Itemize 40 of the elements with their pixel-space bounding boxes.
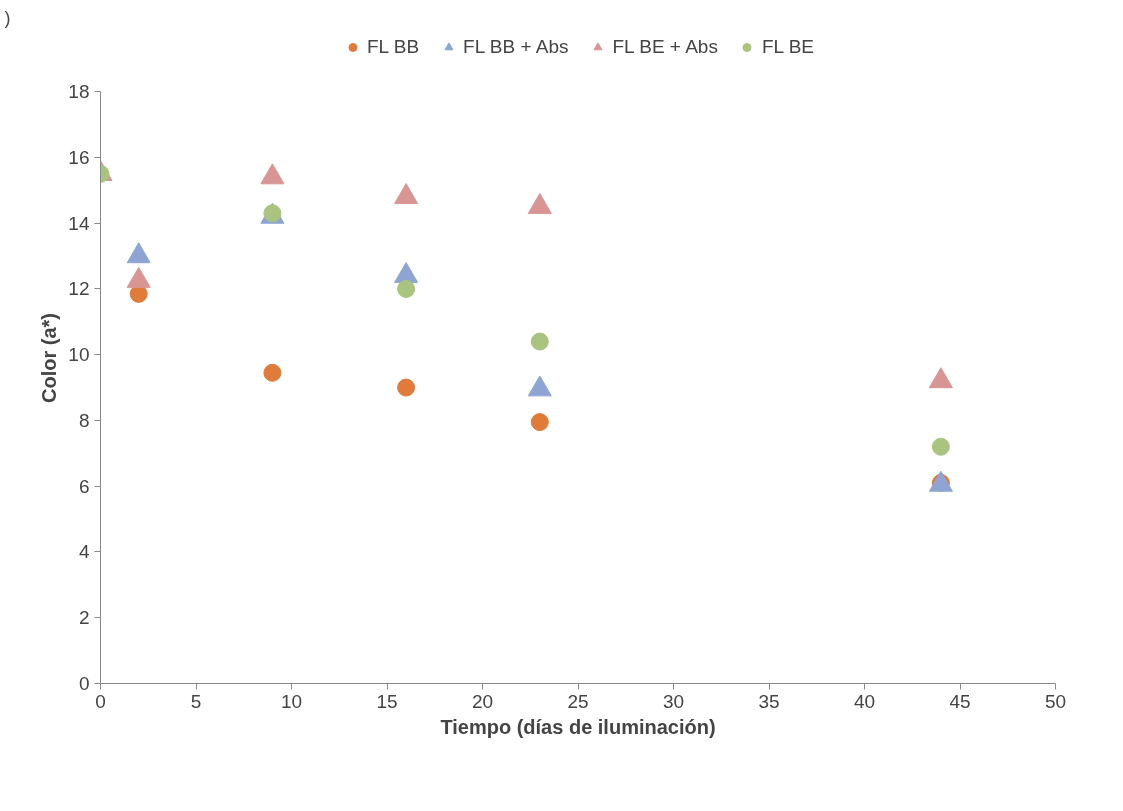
x-tick-label: 25 — [567, 690, 589, 712]
x-tick-label: 5 — [190, 690, 202, 712]
y-tick-label: 10 — [68, 344, 90, 366]
point — [931, 437, 950, 456]
y-tick-label: 16 — [68, 146, 90, 168]
text: ) — [4, 7, 11, 28]
point — [397, 279, 416, 298]
y-tick-label: 14 — [68, 212, 90, 234]
point — [530, 413, 549, 432]
y-tick-label: 12 — [68, 278, 90, 300]
legend-label: FL BB + Abs — [463, 36, 569, 58]
y-axis-title: Color (a*) — [38, 313, 61, 403]
point — [126, 266, 151, 288]
x-tick-label: 15 — [376, 690, 398, 712]
x-tick-label: 0 — [95, 690, 106, 712]
point — [260, 163, 285, 185]
legend-label: FL BE + Abs — [612, 36, 718, 58]
x-tick-label: 30 — [662, 690, 685, 712]
point — [397, 378, 416, 397]
legend-label: FL BB — [366, 36, 420, 58]
legend-label: FL BE — [761, 36, 815, 58]
point — [530, 332, 549, 351]
x-tick-label: 40 — [853, 690, 876, 712]
point — [394, 262, 419, 283]
x-axis-title: Tiempo (días de iluminación) — [440, 715, 716, 738]
y-tick-label: 6 — [78, 475, 90, 497]
x-tick-label: 10 — [280, 690, 303, 712]
point — [126, 242, 151, 264]
x-tick-label: 45 — [949, 690, 971, 712]
point — [263, 363, 282, 382]
x-tick-label: 20 — [471, 690, 494, 712]
x-tick-label: 50 — [1044, 690, 1067, 712]
y-tick-label: 2 — [78, 607, 90, 629]
y-tick-label: 8 — [78, 409, 90, 431]
point — [527, 192, 552, 214]
point — [394, 183, 419, 205]
x-tick-label: 35 — [758, 690, 780, 712]
y-tick-label: 18 — [68, 81, 90, 103]
y-tick-label: 4 — [78, 541, 90, 563]
y-tick-label: 0 — [78, 673, 90, 694]
